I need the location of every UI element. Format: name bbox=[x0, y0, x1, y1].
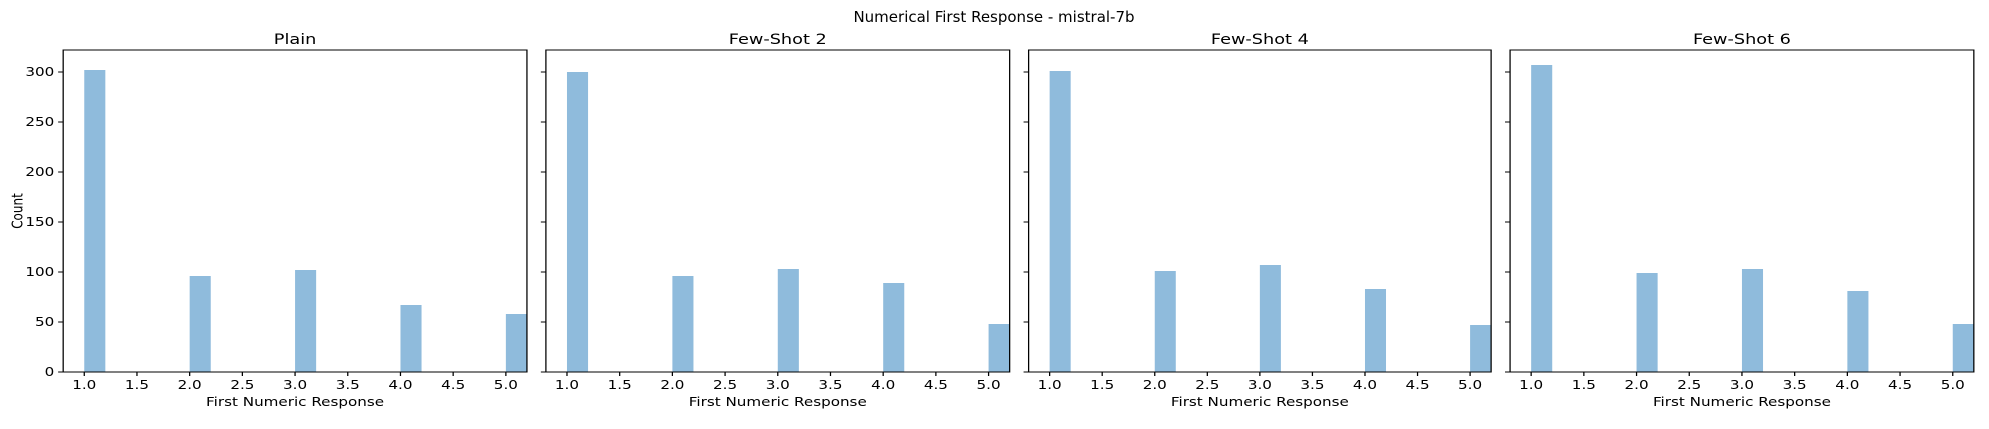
bar bbox=[1847, 291, 1869, 372]
x-tick-label: 3.5 bbox=[818, 378, 842, 392]
subplot-title: Few-Shot 4 bbox=[1211, 31, 1309, 48]
x-tick-label: 3.0 bbox=[283, 378, 307, 392]
y-tick-label: 200 bbox=[25, 165, 54, 179]
x-tick-label: 4.5 bbox=[1888, 378, 1912, 392]
x-tick-label: 2.5 bbox=[230, 378, 254, 392]
bar bbox=[1531, 65, 1553, 372]
axes-frame bbox=[1027, 49, 1492, 373]
x-tick-label: 4.0 bbox=[1835, 378, 1859, 392]
figure-title: Numerical First Response - mistral-7b bbox=[853, 8, 1134, 26]
x-tick-label: 5.0 bbox=[1458, 378, 1482, 392]
bar bbox=[1952, 324, 1974, 372]
y-tick-label: 300 bbox=[25, 65, 54, 79]
x-axis-label: First Numeric Response bbox=[1653, 395, 1831, 409]
bar bbox=[1259, 265, 1281, 372]
x-tick-label: 2.0 bbox=[1143, 378, 1167, 392]
x-tick-label: 1.5 bbox=[608, 378, 632, 392]
x-tick-label: 1.0 bbox=[1519, 378, 1543, 392]
x-axis-label: First Numeric Response bbox=[206, 395, 384, 409]
x-tick-label: 4.0 bbox=[388, 378, 412, 392]
x-tick-label: 4.5 bbox=[924, 378, 948, 392]
bar bbox=[1154, 271, 1176, 372]
x-tick-label: 3.5 bbox=[336, 378, 360, 392]
x-tick-label: 3.5 bbox=[1783, 378, 1807, 392]
y-tick-label: 150 bbox=[25, 215, 54, 229]
x-tick-label: 2.5 bbox=[1677, 378, 1701, 392]
x-tick-label: 2.0 bbox=[1625, 378, 1649, 392]
bar bbox=[505, 314, 527, 372]
bar bbox=[1364, 289, 1387, 372]
x-tick-label: 1.0 bbox=[555, 378, 579, 392]
bar bbox=[566, 72, 589, 372]
x-axis-label: First Numeric Response bbox=[1171, 395, 1349, 409]
x-tick-label: 3.0 bbox=[766, 378, 790, 392]
x-tick-label: 4.0 bbox=[871, 378, 895, 392]
x-tick-label: 2.5 bbox=[1195, 378, 1219, 392]
bar bbox=[400, 305, 422, 372]
subplot-title: Few-Shot 6 bbox=[1693, 31, 1791, 48]
x-tick-label: 5.0 bbox=[977, 378, 1001, 392]
x-axis-label: First Numeric Response bbox=[689, 395, 867, 409]
bar bbox=[84, 70, 106, 372]
bar bbox=[1741, 269, 1764, 372]
x-tick-label: 4.5 bbox=[441, 378, 465, 392]
subplot-title: Few-Shot 2 bbox=[729, 31, 827, 48]
x-tick-label: 4.5 bbox=[1405, 378, 1429, 392]
x-tick-label: 1.5 bbox=[1090, 378, 1114, 392]
bar bbox=[295, 270, 317, 372]
x-tick-label: 1.0 bbox=[72, 378, 96, 392]
bar bbox=[777, 269, 799, 372]
x-tick-label: 2.0 bbox=[660, 378, 684, 392]
bar bbox=[189, 276, 211, 372]
x-tick-label: 2.5 bbox=[713, 378, 737, 392]
x-tick-label: 3.0 bbox=[1248, 378, 1272, 392]
x-tick-label: 5.0 bbox=[494, 378, 518, 392]
x-tick-label: 1.0 bbox=[1038, 378, 1062, 392]
y-tick-label: 250 bbox=[25, 115, 54, 129]
y-tick-label: 100 bbox=[25, 265, 54, 279]
x-tick-label: 1.5 bbox=[125, 378, 149, 392]
plot-area: Plain 1.0 1.5 2.0 2.5 3.0 3.5 4.0 4.5 5.0 0 50 100 15… bbox=[9, 31, 1975, 410]
subplot-title: Plain bbox=[274, 31, 317, 48]
x-tick-label: 1.5 bbox=[1572, 378, 1596, 392]
y-tick-label: 0 bbox=[45, 365, 55, 379]
y-axis-label: Count bbox=[9, 193, 27, 229]
bar bbox=[883, 283, 905, 372]
bar bbox=[1470, 325, 1492, 372]
x-tick-label: 4.0 bbox=[1353, 378, 1377, 392]
bar bbox=[1049, 71, 1071, 372]
bar bbox=[1636, 273, 1658, 372]
x-tick-label: 2.0 bbox=[178, 378, 202, 392]
x-tick-label: 3.5 bbox=[1300, 378, 1324, 392]
x-tick-label: 3.0 bbox=[1730, 378, 1754, 392]
y-tick-label: 50 bbox=[35, 315, 54, 329]
bar bbox=[988, 324, 1010, 372]
bar bbox=[672, 276, 694, 372]
x-tick-label: 5.0 bbox=[1941, 378, 1965, 392]
